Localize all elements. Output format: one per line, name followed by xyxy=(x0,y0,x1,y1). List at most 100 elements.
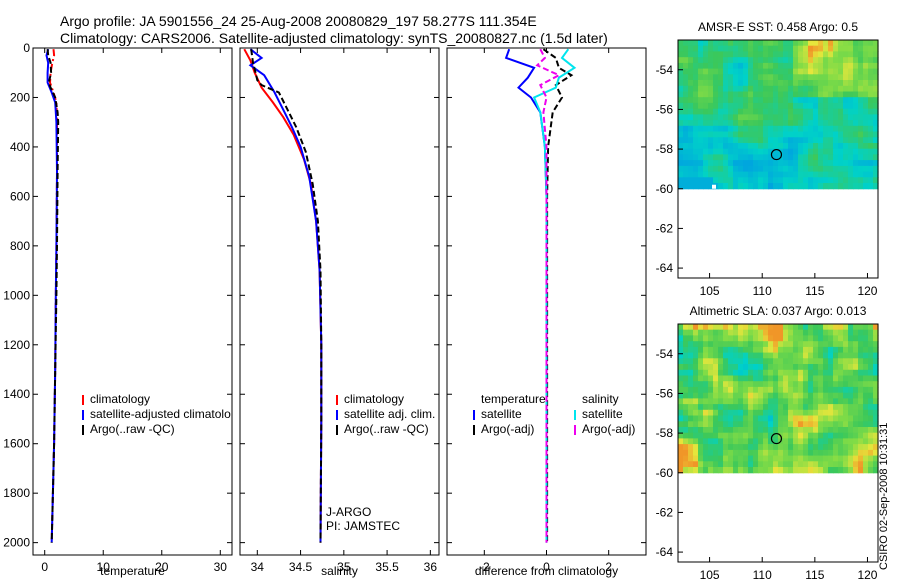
heatmap-cell xyxy=(868,444,874,451)
heatmap-cell xyxy=(833,467,839,474)
heatmap-cell xyxy=(733,62,739,70)
heatmap-cell xyxy=(758,444,764,451)
heatmap-cell xyxy=(793,45,799,52)
heatmap-cell xyxy=(758,85,764,93)
heatmap-cell xyxy=(833,386,839,394)
heatmap-cell xyxy=(868,324,874,331)
heatmap-cell xyxy=(823,40,829,47)
heatmap-cell xyxy=(778,57,784,64)
heatmap-cell xyxy=(753,120,759,127)
heatmap-cell xyxy=(868,381,874,388)
heatmap-cell xyxy=(833,74,839,81)
heatmap-cell xyxy=(773,392,779,399)
heatmap-cell xyxy=(838,358,844,365)
argo-position-marker xyxy=(770,148,783,161)
heatmap-cell xyxy=(718,352,724,359)
heatmap-cell xyxy=(738,148,744,155)
heatmap-cell xyxy=(803,51,809,58)
heatmap-cell xyxy=(798,358,804,365)
heatmap-cell xyxy=(823,102,829,110)
heatmap-cell xyxy=(713,455,719,462)
heatmap-cell xyxy=(833,352,839,359)
heatmap-cell xyxy=(823,444,829,451)
heatmap-cell xyxy=(688,358,694,365)
heatmap-cell xyxy=(783,324,789,331)
heatmap-cell xyxy=(828,335,834,342)
heatmap-cell xyxy=(743,91,749,98)
heatmap-cell xyxy=(733,57,739,64)
heatmap-cell xyxy=(833,108,839,115)
heatmap-cell xyxy=(708,85,714,93)
heatmap-cell xyxy=(873,62,879,70)
heatmap-cell xyxy=(683,381,689,388)
legend-label: satellite xyxy=(582,407,623,421)
heatmap-cell xyxy=(843,85,849,93)
heatmap-cell xyxy=(718,148,724,155)
heatmap-cell xyxy=(718,165,724,173)
heatmap-cell xyxy=(823,381,829,388)
heatmap-cell xyxy=(763,398,769,405)
heatmap-cell xyxy=(688,177,694,184)
heatmap-cell xyxy=(748,40,754,47)
heatmap-cell xyxy=(713,324,719,331)
heatmap-cell xyxy=(748,364,754,371)
heatmap-cell xyxy=(773,346,779,354)
heatmap-cell xyxy=(863,341,869,348)
heatmap-cell xyxy=(728,341,734,348)
heatmap-cell xyxy=(828,137,834,144)
heatmap-cell xyxy=(808,120,814,127)
heatmap-cell xyxy=(698,329,704,336)
heatmap-cell xyxy=(768,45,774,52)
heatmap-cell xyxy=(783,177,789,184)
heatmap-cell xyxy=(803,68,809,75)
heatmap-cell xyxy=(728,45,734,52)
heatmap-cell xyxy=(848,177,854,184)
heatmap-cell xyxy=(743,62,749,70)
heatmap-cell xyxy=(833,392,839,399)
heatmap-cell xyxy=(773,68,779,75)
heatmap-cell xyxy=(723,455,729,462)
heatmap-cell xyxy=(873,352,879,359)
heatmap-cell xyxy=(728,91,734,98)
heatmap-cell xyxy=(698,358,704,365)
heatmap-cell xyxy=(703,421,709,428)
heatmap-cell xyxy=(768,415,774,422)
heatmap-cell xyxy=(693,369,699,377)
heatmap-cell xyxy=(723,125,729,133)
heatmap-cell xyxy=(763,444,769,451)
heatmap-cell xyxy=(773,74,779,81)
heatmap-cell xyxy=(683,375,689,382)
heatmap-cell xyxy=(678,432,684,439)
heatmap-cell xyxy=(718,160,724,167)
heatmap-cell xyxy=(828,114,834,121)
heatmap-cell xyxy=(768,131,774,138)
heatmap-cell xyxy=(808,467,814,474)
heatmap-cell xyxy=(838,341,844,348)
series-line xyxy=(532,48,577,543)
heatmap-cell xyxy=(718,358,724,365)
heatmap-cell xyxy=(808,369,814,377)
heatmap-cell xyxy=(748,324,754,331)
heatmap-cell xyxy=(803,165,809,173)
heatmap-cell xyxy=(858,409,864,417)
heatmap-cell xyxy=(783,68,789,75)
heatmap-cell xyxy=(848,131,854,138)
heatmap-cell xyxy=(858,324,864,331)
heatmap-cell xyxy=(798,154,804,161)
heatmap-cell xyxy=(848,444,854,451)
x-tick-label: 30 xyxy=(214,560,228,574)
heatmap-cell xyxy=(833,171,839,178)
heatmap-cell xyxy=(843,45,849,52)
heatmap-cell xyxy=(873,40,879,47)
heatmap-cell xyxy=(873,341,879,348)
heatmap-cell xyxy=(783,455,789,462)
heatmap-cell xyxy=(783,57,789,64)
heatmap-cell xyxy=(873,177,879,184)
heatmap-cell xyxy=(778,125,784,133)
heatmap-cell xyxy=(753,358,759,365)
heatmap-cell xyxy=(758,375,764,382)
map-sla: 105 110 115 120-54-56-58-60-62-64Altimetric… xyxy=(656,304,879,580)
heatmap-cell xyxy=(818,177,824,184)
heatmap-cell xyxy=(803,381,809,388)
heatmap-cell xyxy=(853,143,859,150)
